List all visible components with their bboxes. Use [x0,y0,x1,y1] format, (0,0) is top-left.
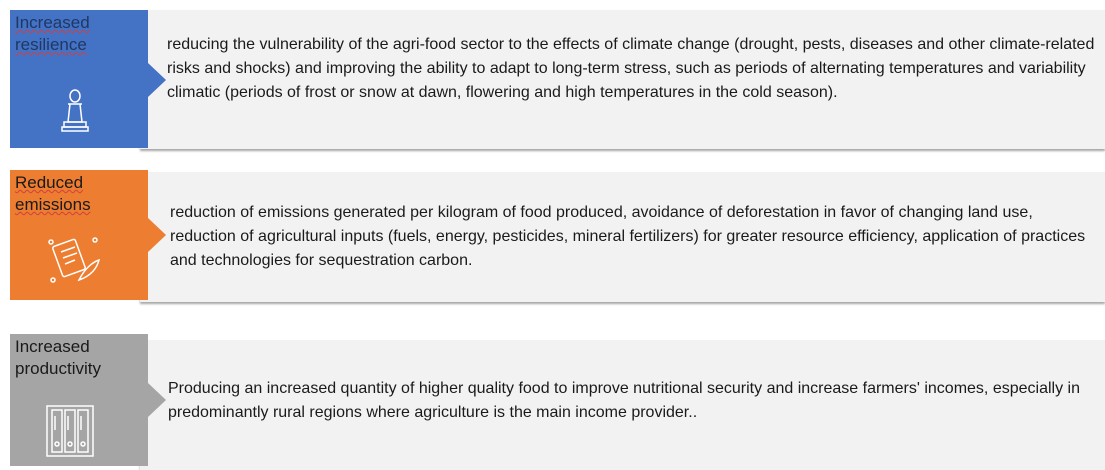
title-box: Increased productivity [10,334,148,466]
panel [140,340,1105,470]
description: Producing an increased quantity of highe… [168,380,1080,421]
box-title: Reduced emissions [10,172,145,216]
box-title: Increased resilience [10,12,145,56]
arrow [148,63,166,97]
description: reducing the vulnerability of the agri-f… [167,36,1095,101]
description: reduction of emissions generated per kil… [170,204,1086,269]
title-text: Increased resilience [15,13,90,54]
icon [48,237,101,283]
arrow [148,383,166,417]
icon [61,89,89,132]
panel [140,10,1105,149]
box-title: Increased productivity [10,336,135,380]
title-text: Reduced emissions [15,173,91,214]
title-box: Reduced emissions [10,170,148,300]
arrow [148,218,166,252]
icon [46,405,94,457]
title-text: Increased productivity [15,337,101,378]
title-box: Increased resilience [10,10,148,148]
panel [140,172,1105,302]
